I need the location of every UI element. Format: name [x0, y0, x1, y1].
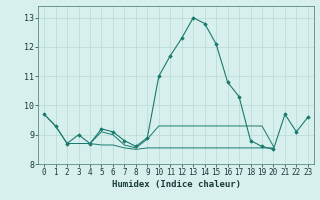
X-axis label: Humidex (Indice chaleur): Humidex (Indice chaleur): [111, 180, 241, 189]
